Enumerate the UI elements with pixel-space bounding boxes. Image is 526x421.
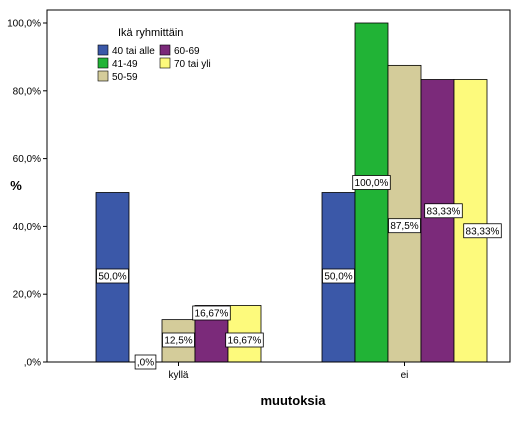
legend-swatch (97, 70, 109, 82)
legend: Ikä ryhmittäin 40 tai alle 41-49 50-59 60-69… (97, 27, 211, 83)
data-label-box (388, 218, 421, 234)
y-tick-label: ,0% (24, 358, 41, 369)
legend-item: 41-49 (97, 57, 138, 70)
data-label-box (96, 268, 129, 284)
data-label: 16,67% (225, 332, 264, 348)
data-label-text: 12,5% (164, 336, 192, 347)
y-axis-ticks: ,0% 20,0% 40,0% 60,0% 80,0% 100,0% (7, 19, 47, 369)
data-label-box (463, 223, 502, 239)
data-label: 16,67% (192, 305, 231, 321)
data-label-box (225, 332, 264, 348)
y-tick-label: 100,0% (7, 19, 41, 30)
legend-swatch (159, 44, 171, 56)
bar (420, 79, 455, 363)
data-label-box (162, 332, 195, 348)
data-label: 83,33% (463, 223, 502, 239)
data-label-text: 83,33% (427, 206, 461, 217)
data-label: ,0% (134, 354, 157, 370)
data-label-text: 50,0% (98, 272, 126, 283)
bars (95, 22, 488, 363)
x-axis-ticks: kyllä ei (168, 362, 408, 381)
data-label-box (352, 175, 391, 190)
data-label-box (134, 354, 157, 370)
data-label-text: 50,0% (324, 272, 352, 283)
bar (354, 22, 389, 363)
legend-item: 60-69 (159, 44, 200, 57)
data-label: 50,0% (322, 268, 355, 284)
legend-swatch (97, 57, 109, 69)
axes (46, 9, 511, 363)
legend-item: 50-59 (97, 70, 138, 83)
data-label-text: 16,67% (228, 336, 262, 347)
data-label: 87,5% (388, 218, 421, 234)
y-tick-label: 20,0% (13, 290, 41, 301)
legend-swatch (159, 57, 171, 69)
legend-label: 50-59 (112, 72, 138, 83)
data-label-box (322, 268, 355, 284)
bar (387, 64, 422, 363)
data-label: 12,5% (162, 332, 195, 348)
data-label: 100,0% (352, 175, 391, 190)
data-label-box (424, 203, 463, 219)
legend-item: 70 tai yli (159, 57, 211, 70)
data-label-text: ,0% (137, 358, 154, 369)
data-label-text: 83,33% (466, 226, 500, 237)
legend-label: 40 tai alle (112, 46, 155, 57)
data-labels: 50,0% ,0% 12,5% 16,67% 16,67% 50,0% 100,0% 87,5… (96, 175, 502, 370)
plot-frame (46, 9, 511, 363)
legend-label: 70 tai yli (174, 59, 211, 70)
data-label: 83,33% (424, 203, 463, 219)
y-tick-label: 60,0% (13, 154, 41, 165)
legend-item: 40 tai alle (97, 44, 155, 57)
x-tick-label: ei (401, 370, 409, 381)
y-tick-label: 80,0% (13, 86, 41, 97)
data-label-box (192, 305, 231, 321)
bar (453, 79, 488, 363)
data-label: 50,0% (96, 268, 129, 284)
x-axis-title: muutoksia (260, 393, 326, 408)
legend-swatch (97, 44, 109, 56)
x-tick-label: kyllä (168, 370, 188, 381)
legend-label: 41-49 (112, 59, 138, 70)
legend-label: 60-69 (174, 46, 200, 57)
y-axis-title: % (10, 178, 22, 193)
y-tick-label: 40,0% (13, 222, 41, 233)
data-label-text: 16,67% (195, 309, 229, 320)
data-label-text: 87,5% (390, 221, 418, 232)
data-label-text: 100,0% (355, 178, 389, 189)
legend-title: Ikä ryhmittäin (118, 27, 183, 39)
